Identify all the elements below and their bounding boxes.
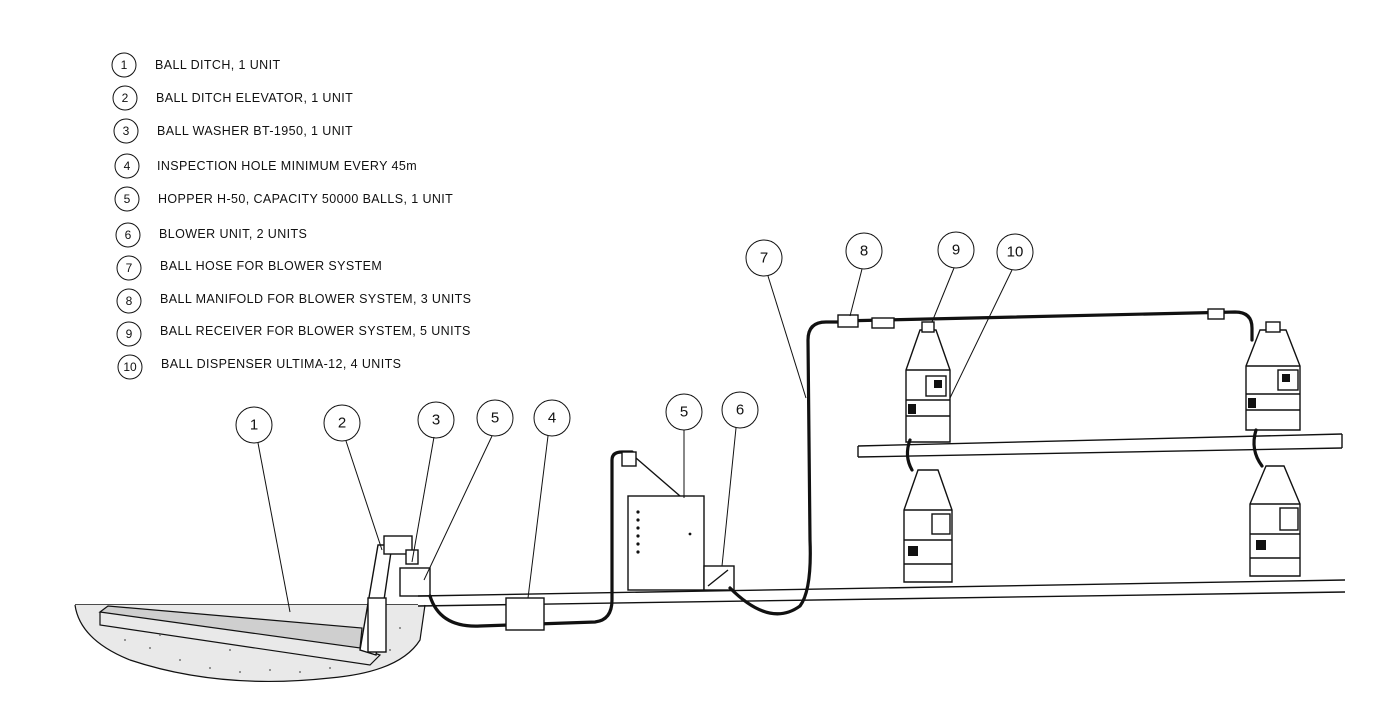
- dispenser-lower-left: [903, 469, 953, 583]
- callout: 1: [235, 406, 273, 444]
- legend-number: 5: [124, 192, 131, 206]
- legend-number: 6: [125, 228, 132, 242]
- legend-item: 4 INSPECTION HOLE MINIMUM EVERY 45m: [114, 153, 417, 179]
- legend-item: 1 BALL DITCH, 1 UNIT: [111, 52, 281, 78]
- manifold: [837, 314, 859, 328]
- callout: 9: [937, 231, 975, 269]
- legend: 1 BALL DITCH, 1 UNIT 2 BALL DITCH ELEVAT…: [111, 52, 471, 380]
- legend-item: 10 BALL DISPENSER ULTIMA-12, 4 UNITS: [117, 354, 401, 380]
- legend-number: 3: [123, 124, 130, 138]
- legend-label: BALL WASHER BT-1950, 1 UNIT: [157, 124, 353, 138]
- callout: 8: [845, 232, 883, 270]
- svg-text:10: 10: [1007, 244, 1024, 261]
- legend-item: 8 BALL MANIFOLD FOR BLOWER SYSTEM, 3 UNI…: [116, 288, 471, 314]
- svg-text:4: 4: [548, 410, 556, 427]
- legend-number: 1: [121, 58, 128, 72]
- inspection-hole: [505, 597, 545, 631]
- legend-label: HOPPER H-50, CAPACITY 50000 BALLS, 1 UNI…: [158, 192, 453, 206]
- ball-washer: [399, 549, 431, 597]
- legend-item: 7 BALL HOSE FOR BLOWER SYSTEM: [116, 255, 382, 281]
- legend-number: 8: [126, 294, 133, 308]
- svg-text:5: 5: [680, 404, 688, 421]
- dispenser-upper-left: [905, 321, 951, 443]
- svg-text:8: 8: [860, 243, 868, 260]
- legend-number: 2: [122, 91, 129, 105]
- ditch-elevator: [359, 535, 413, 656]
- legend-number: 10: [123, 360, 137, 374]
- svg-text:9: 9: [952, 242, 960, 259]
- legend-label: BALL MANIFOLD FOR BLOWER SYSTEM, 3 UNITS: [160, 292, 471, 306]
- callout: 5: [665, 393, 703, 431]
- ball-hose: [428, 450, 634, 628]
- legend-number: 9: [126, 327, 133, 341]
- legend-number: 7: [126, 261, 133, 275]
- distribution-pipe: [838, 310, 1254, 342]
- callout: 5: [476, 399, 514, 437]
- legend-item: 6 BLOWER UNIT, 2 UNITS: [115, 222, 307, 248]
- legend-item: 2 BALL DITCH ELEVATOR, 1 UNIT: [112, 85, 353, 111]
- legend-label: BLOWER UNIT, 2 UNITS: [159, 227, 307, 241]
- ball-ditch: [74, 604, 426, 683]
- legend-item: 5 HOPPER H-50, CAPACITY 50000 BALLS, 1 U…: [114, 186, 453, 212]
- callout: 7: [745, 239, 783, 277]
- legend-label: BALL DITCH, 1 UNIT: [155, 58, 281, 72]
- callout: 6: [721, 391, 759, 429]
- upper-shelf: [857, 433, 1343, 458]
- callout: 10: [996, 233, 1034, 271]
- legend-number: 4: [124, 159, 131, 173]
- legend-label: BALL DITCH ELEVATOR, 1 UNIT: [156, 91, 353, 105]
- svg-text:1: 1: [250, 417, 258, 434]
- svg-text:6: 6: [736, 402, 744, 419]
- dispenser-upper-right: [1245, 321, 1301, 431]
- legend-label: BALL RECEIVER FOR BLOWER SYSTEM, 5 UNITS: [160, 324, 471, 338]
- callout: 3: [417, 401, 455, 439]
- legend-item: 3 BALL WASHER BT-1950, 1 UNIT: [113, 118, 353, 144]
- dispenser-lower-right: [1249, 465, 1301, 577]
- callout: 2: [323, 404, 361, 442]
- callout: 4: [533, 399, 571, 437]
- legend-label: BALL HOSE FOR BLOWER SYSTEM: [160, 259, 382, 273]
- floor-line: [417, 579, 1346, 607]
- legend-item: 9 BALL RECEIVER FOR BLOWER SYSTEM, 5 UNI…: [116, 321, 471, 347]
- svg-text:2: 2: [338, 415, 346, 432]
- svg-text:3: 3: [432, 412, 440, 429]
- legend-label: BALL DISPENSER ULTIMA-12, 4 UNITS: [161, 357, 401, 371]
- callouts: 1 2 3 5 4 5 6 7: [235, 231, 1034, 444]
- feed-pipe: [905, 438, 914, 472]
- blower-hose: [728, 320, 842, 616]
- feed-pipe: [1252, 428, 1264, 468]
- blower-unit: [703, 565, 735, 591]
- svg-text:5: 5: [491, 410, 499, 427]
- hopper: [621, 451, 705, 591]
- svg-text:7: 7: [760, 250, 768, 267]
- callout-leaders: [257, 267, 1013, 613]
- legend-label: INSPECTION HOLE MINIMUM EVERY 45m: [157, 159, 417, 173]
